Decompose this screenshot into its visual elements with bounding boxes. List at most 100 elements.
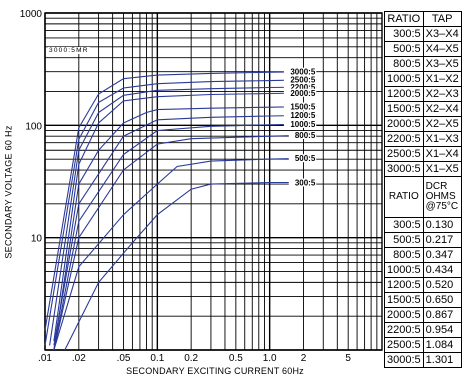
- curve-3000-5: [44, 71, 317, 331]
- dcr-header-line: OHMS: [425, 191, 456, 202]
- dcr-header-line: @75°C: [425, 201, 459, 212]
- tap-header-ratio: RATIO: [384, 11, 424, 27]
- dcr-table-row: 2000:5 0.867: [384, 307, 462, 323]
- dcr-ohms-cell: 0.520: [422, 277, 462, 293]
- tap-table-row: 800:5 X3–X5: [384, 56, 462, 72]
- y-tick-label: 1000: [20, 9, 43, 20]
- dcr-table-row: 1500:5 0.650: [384, 292, 462, 308]
- tap-connection-cell: X2–X3: [422, 86, 462, 102]
- dcr-ohms-cell: 0.434: [422, 262, 462, 278]
- x-axis-label: SECONDARY EXCITING CURRENT 60Hz: [126, 366, 304, 376]
- tap-connection-cell: X2–X5: [422, 116, 462, 132]
- y-axis-label: SECONDARY VOLTAGE 60 Hz: [2, 0, 16, 383]
- dcr-ratio-cell: 2200:5: [384, 322, 424, 338]
- curve-label-bg: [283, 111, 317, 120]
- dcr-ratio-cell: 2000:5: [384, 307, 424, 323]
- curve-300-5: [64, 181, 317, 351]
- curve-label-bg: [283, 119, 317, 128]
- x-tick-label: .02: [72, 353, 86, 364]
- dcr-table-row: 2500:5 1.084: [384, 337, 462, 353]
- dcr-header-ohms: DCR OHMS @75°C: [422, 176, 462, 218]
- tap-ratio-cell: 500:5: [384, 41, 424, 57]
- x-tick-label: 0.5: [229, 353, 243, 364]
- dcr-ratio-cell: 300:5: [384, 217, 424, 233]
- curve-label-bg: [283, 67, 317, 76]
- excitation-curves: [44, 71, 317, 351]
- curve-label: 500:5: [295, 154, 316, 163]
- chart-grid: [44, 12, 383, 351]
- y-tick-label: 100: [25, 121, 42, 132]
- tap-ratio-cell: 3000:5: [384, 161, 424, 177]
- tap-connection-cell: X1–X2: [422, 71, 462, 87]
- curve-1000-5: [53, 123, 317, 351]
- curve-label: 3000:5: [290, 68, 315, 77]
- curve-label: 1000:5: [290, 120, 315, 129]
- curve-label-bg: [283, 102, 317, 111]
- curve-2000-5: [53, 92, 317, 342]
- tap-header-tap: TAP: [422, 11, 462, 27]
- dcr-ohms-cell: 0.867: [422, 307, 462, 323]
- tap-table-row: 300:5 X3–X4: [384, 26, 462, 42]
- dcr-table-row: 1200:5 0.520: [384, 277, 462, 293]
- curve-label-bg: [283, 88, 317, 97]
- y-axis-label-text: SECONDARY VOLTAGE 60 Hz: [4, 124, 14, 259]
- model-label: 3000:5MR: [48, 47, 90, 54]
- tap-ratio-cell: 800:5: [384, 56, 424, 72]
- dcr-ohms-cell: 0.217: [422, 232, 462, 248]
- dcr-ratio-cell: 1500:5: [384, 292, 424, 308]
- curve-label: 2000:5: [290, 89, 315, 98]
- tap-connection-cell: X3–X5: [422, 56, 462, 72]
- x-tick-label: 2: [301, 353, 307, 364]
- curve-500-5: [53, 157, 317, 351]
- curve-1200-5: [53, 114, 317, 346]
- tap-connection-cell: X1–X4: [422, 146, 462, 162]
- dcr-table-row: 800:5 0.347: [384, 247, 462, 263]
- dcr-ratio-cell: 1000:5: [384, 262, 424, 278]
- tap-ratio-cell: 1200:5: [384, 86, 424, 102]
- tap-table-row: 1500:5 X2–X4: [384, 101, 462, 117]
- curve-label: 2500:5: [290, 76, 315, 85]
- tap-table-header: RATIO TAP: [384, 11, 462, 27]
- x-tick-label: .05: [117, 353, 131, 364]
- curve-label-bg: [288, 154, 317, 163]
- curve-label-bg: [288, 178, 317, 187]
- curve-1500-5: [53, 105, 317, 351]
- tap-table-row: 1000:5 X1–X2: [384, 71, 462, 87]
- tap-ratio-cell: 300:5: [384, 26, 424, 42]
- axis-tick-labels: .01 .02 .05 0.1 0.2 0.5 1.0 2 5 1000 100 10: [20, 9, 352, 364]
- plot-border: [44, 12, 383, 351]
- dcr-ohms-cell: 0.954: [422, 322, 462, 338]
- tap-ratio-cell: 2500:5: [384, 146, 424, 162]
- dcr-ratio-cell: 500:5: [384, 232, 424, 248]
- tap-table-row: 1200:5 X2–X3: [384, 86, 462, 102]
- dcr-table-row: 300:5 0.130: [384, 217, 462, 233]
- dcr-table-row: 2200:5 0.954: [384, 322, 462, 338]
- dcr-ohms-cell: 0.650: [422, 292, 462, 308]
- y-tick-label: 10: [31, 234, 43, 245]
- dcr-ohms-cell: 1.301: [422, 352, 462, 368]
- x-tick-label: 5: [345, 353, 351, 364]
- curve-label: 1200:5: [290, 111, 315, 120]
- dcr-table-header: RATIO DCR OHMS @75°C: [384, 176, 462, 218]
- curve-2500-5: [44, 79, 317, 346]
- dcr-table-row: 3000:5 1.301: [384, 352, 462, 368]
- dcr-ratio-cell: 1200:5: [384, 277, 424, 293]
- curve-2200-5: [49, 86, 317, 346]
- x-tick-label: 0.1: [150, 353, 164, 364]
- tap-ratio-cell: 1000:5: [384, 71, 424, 87]
- tap-table-row: 2000:5 X2–X5: [384, 116, 462, 132]
- dcr-ratio-cell: 3000:5: [384, 352, 424, 368]
- tap-ratio-cell: 1500:5: [384, 101, 424, 117]
- tap-connection-cell: X1–X5: [422, 161, 462, 177]
- tap-table-row: 2500:5 X1–X4: [384, 146, 462, 162]
- tap-connection-cell: X1–X3: [422, 131, 462, 147]
- curve-label-bg: [283, 75, 317, 84]
- dcr-header-ratio: RATIO: [384, 176, 424, 218]
- dcr-table-row: 1000:5 0.434: [384, 262, 462, 278]
- dcr-ohms-cell: 0.130: [422, 217, 462, 233]
- curve-label: 2200:5: [290, 83, 315, 92]
- tap-table-row: 500:5 X4–X5: [384, 41, 462, 57]
- dcr-ratio-cell: 800:5: [384, 247, 424, 263]
